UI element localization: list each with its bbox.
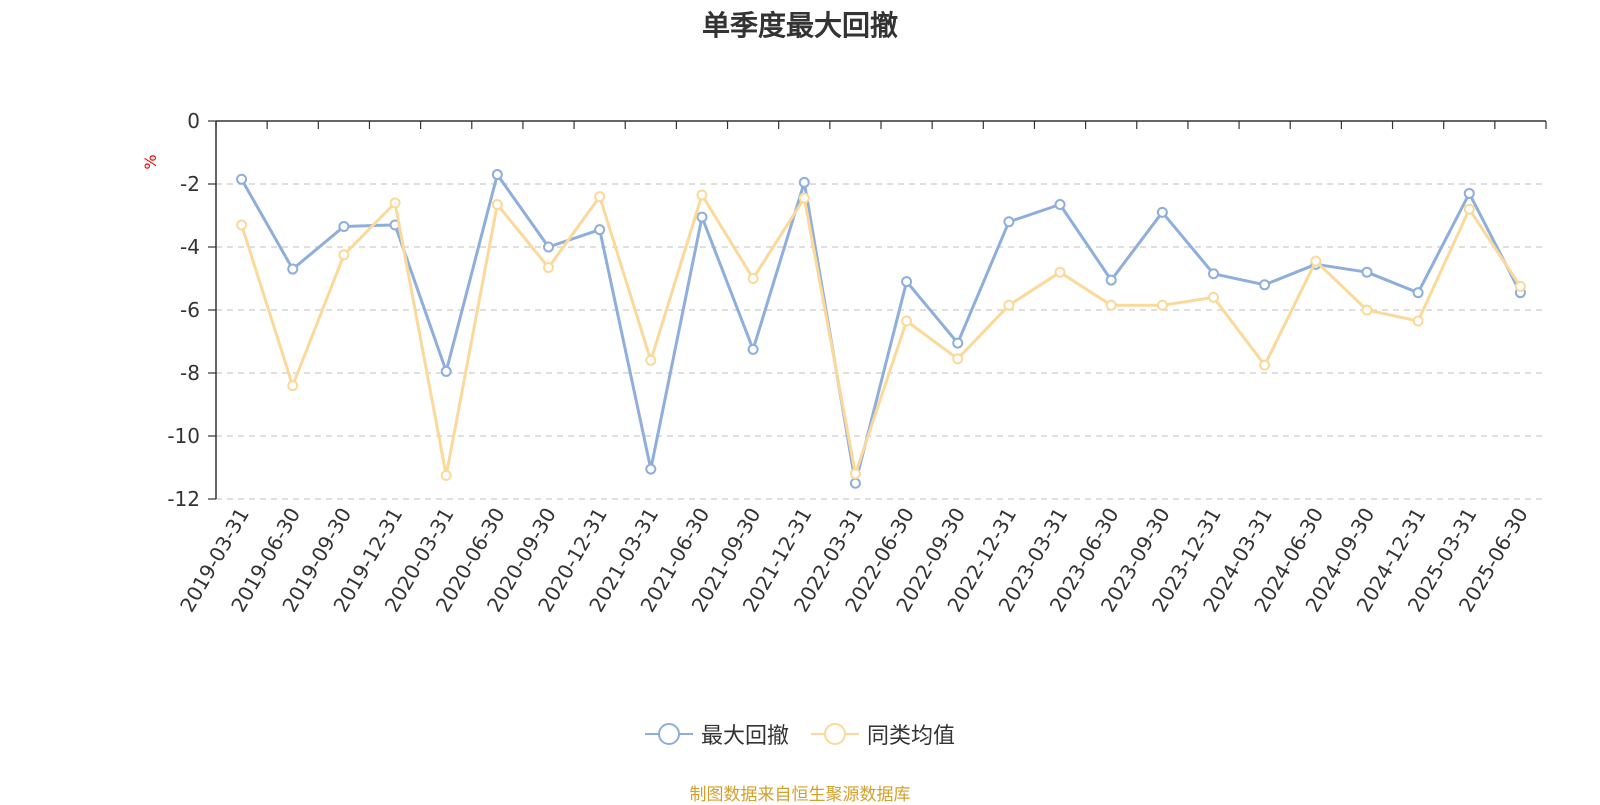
- y-tick-label: -2: [180, 172, 200, 196]
- series-line: [240, 193, 1522, 477]
- legend-label-peer-average: 同类均值: [867, 724, 956, 749]
- data-point: [1463, 187, 1475, 199]
- data-point: [1208, 291, 1219, 303]
- series: [236, 169, 1526, 489]
- data-point: [747, 273, 759, 284]
- data-point: [440, 469, 452, 481]
- y-tick-label: -12: [167, 487, 200, 511]
- data-point: [1310, 255, 1322, 267]
- series-peer-average: [236, 189, 1526, 481]
- data-point: [1156, 299, 1168, 311]
- y-tick-label: -4: [180, 235, 200, 259]
- data-point: [236, 219, 248, 231]
- data-point: [1054, 198, 1066, 210]
- data-point: [1463, 203, 1475, 215]
- data-point: [491, 198, 503, 210]
- y-axis-unit-label: %: [141, 154, 160, 169]
- data-point: [645, 463, 657, 475]
- data-point: [952, 353, 964, 365]
- data-point: [1105, 274, 1117, 286]
- series-max-drawdown: [236, 169, 1526, 489]
- data-point: [440, 365, 452, 377]
- data-point: [287, 263, 299, 275]
- data-point: [1208, 268, 1219, 280]
- data-point: [338, 221, 350, 233]
- data-point: [1412, 315, 1424, 327]
- data-point: [1361, 266, 1373, 278]
- data-point: [849, 468, 861, 480]
- data-point: [1259, 359, 1271, 371]
- data-point: [1054, 266, 1066, 278]
- y-tick-label: -6: [180, 298, 200, 322]
- data-point: [338, 249, 350, 261]
- y-tick-label: -8: [180, 361, 200, 385]
- legend-label-max-drawdown: 最大回撤: [700, 724, 789, 749]
- data-point: [594, 224, 606, 236]
- chart-title: 单季度最大回撤: [701, 9, 898, 42]
- data-point: [236, 173, 248, 185]
- data-point: [1105, 299, 1117, 311]
- data-point: [491, 169, 503, 181]
- data-point: [389, 197, 401, 209]
- data-point: [901, 276, 913, 288]
- y-tick-label: 0: [187, 109, 200, 133]
- data-point: [696, 189, 708, 201]
- axes: 0-2-4-6-8-10-122019-03-312019-06-302019-…: [167, 109, 1547, 616]
- data-point: [1156, 206, 1168, 218]
- data-point: [1412, 287, 1424, 299]
- data-point: [543, 241, 554, 253]
- data-point: [1514, 280, 1526, 292]
- data-point: [543, 261, 554, 273]
- legend: 最大回撤 同类均值: [0, 718, 1600, 750]
- data-point: [1259, 279, 1271, 291]
- data-point: [1003, 299, 1015, 311]
- y-tick-label: -10: [167, 424, 200, 448]
- source-note: 制图数据来自恒生聚源数据库: [689, 785, 911, 805]
- data-point: [952, 337, 964, 349]
- data-point: [747, 343, 759, 355]
- data-point: [1003, 216, 1015, 228]
- legend-marker-peer-average-icon: [811, 723, 859, 745]
- data-point: [696, 211, 708, 223]
- data-point: [645, 354, 657, 366]
- series-line: [240, 173, 1522, 485]
- legend-marker-max-drawdown-icon: [644, 723, 693, 745]
- grid-lines: [216, 183, 1546, 500]
- data-point: [1361, 304, 1373, 316]
- legend-item-max-drawdown[interactable]: 最大回撤: [644, 718, 789, 750]
- data-point: [849, 477, 861, 489]
- data-point: [798, 192, 810, 204]
- data-point: [594, 191, 606, 203]
- data-point: [287, 380, 299, 392]
- data-point: [901, 315, 913, 327]
- legend-item-peer-average[interactable]: 同类均值: [811, 718, 955, 750]
- data-point: [798, 176, 810, 188]
